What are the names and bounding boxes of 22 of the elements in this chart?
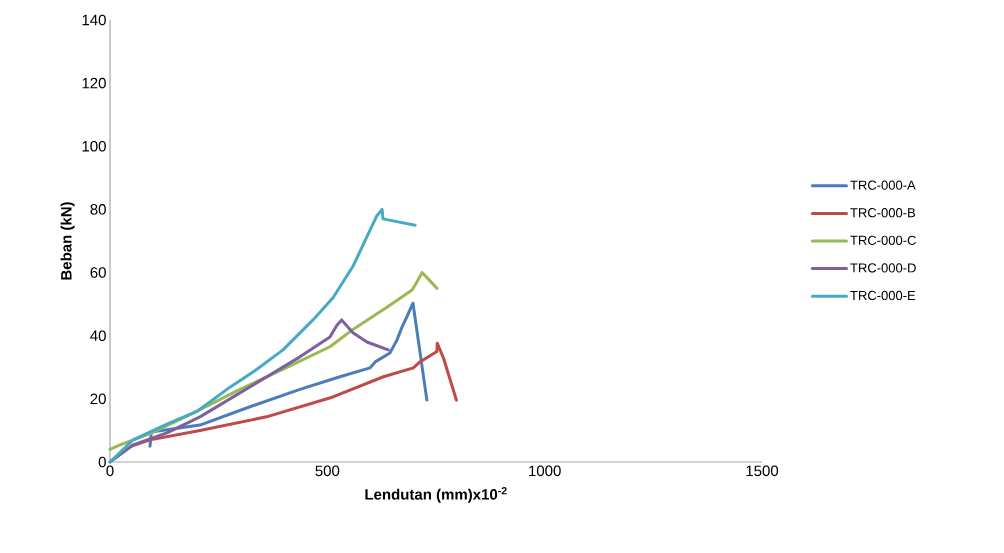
x-axis-title: Lendutan (mm)x10$^{-2}$: [365, 487, 507, 503]
x-tick-label: 500: [315, 465, 340, 477]
y-tick-label: 60: [90, 267, 106, 278]
legend-label: TRC-000-D: [850, 263, 916, 273]
y-tick-label: 0: [98, 456, 106, 468]
y-tick-label: 80: [90, 204, 106, 215]
x-tick-label: 1500: [746, 465, 779, 477]
y-axis-title: Beban (kN): [60, 202, 75, 280]
y-tick-label: 140: [82, 14, 106, 26]
legend-label: TRC-000-E: [850, 290, 916, 301]
y-tick-label: 20: [90, 393, 106, 405]
line-series: [130, 341, 458, 448]
x-tick-label: 1000: [529, 465, 561, 477]
legend-label: TRC-000-B: [850, 208, 916, 218]
line-series: [148, 301, 429, 448]
legend-label: TRC-000-C: [850, 235, 916, 245]
x-tick-label: 0: [106, 465, 114, 477]
line-series: [108, 207, 417, 464]
y-tick-label: 120: [82, 77, 106, 89]
legend-label: TRC-000-A: [850, 180, 916, 190]
y-tick-label: 100: [82, 140, 106, 152]
y-tick-label: 40: [90, 330, 106, 342]
